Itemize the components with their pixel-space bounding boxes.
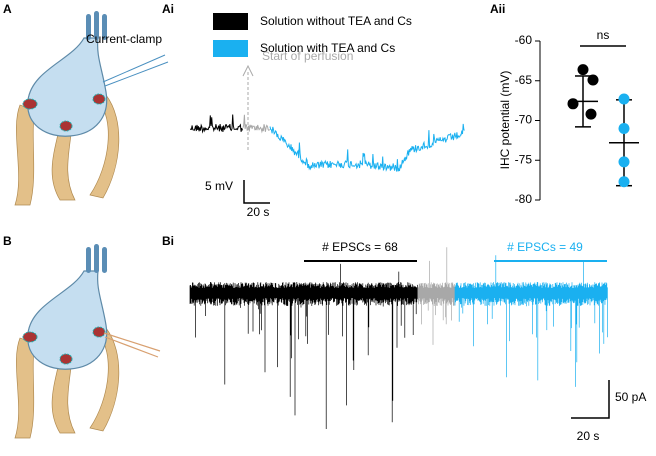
legend-label: Solution without TEA and Cs (260, 14, 412, 28)
panel-label: Ai (162, 2, 174, 16)
panel-label: Aii (490, 2, 505, 16)
trace (417, 247, 455, 345)
point (618, 156, 630, 168)
y-axis-label: IHC potential (mV) (498, 71, 512, 170)
scale-bar (243, 180, 270, 204)
cell-a (14, 10, 169, 206)
panel-label: B (3, 234, 12, 248)
annotation: ns (597, 28, 610, 42)
panel-label: A (3, 2, 12, 16)
point (567, 98, 579, 110)
point (618, 93, 630, 105)
electrode-label: Current-clamp (86, 32, 162, 46)
point (618, 122, 630, 134)
annotation: Start of perfusion (262, 49, 353, 63)
y-tick-label: -65 (515, 73, 533, 87)
scale-label: 20 s (577, 429, 600, 443)
legend-swatch (213, 40, 248, 57)
trace (189, 114, 243, 134)
y-tick-label: -80 (515, 192, 533, 206)
cell-b (14, 243, 161, 439)
point (618, 176, 630, 188)
point (587, 74, 599, 86)
legend-label: Solution with TEA and Cs (260, 41, 395, 55)
point (585, 108, 597, 120)
scale-bar (571, 380, 610, 419)
count-label: # EPSCs = 68 (322, 240, 398, 254)
arrow-head (242, 64, 254, 77)
point (577, 64, 589, 76)
trace (269, 123, 465, 172)
panel-label: Bi (162, 234, 174, 248)
scale-label: 50 pA (615, 390, 646, 404)
legend-swatch (213, 13, 248, 30)
trace (242, 114, 270, 134)
y-tick-label: -75 (515, 152, 533, 166)
y-tick-label: -70 (515, 113, 533, 127)
trace (189, 263, 418, 429)
y-tick-label: -60 (515, 33, 533, 47)
trace (454, 255, 608, 387)
scale-label: 5 mV (205, 179, 233, 193)
count-label: # EPSCs = 49 (507, 240, 583, 254)
scale-label: 20 s (247, 205, 270, 219)
